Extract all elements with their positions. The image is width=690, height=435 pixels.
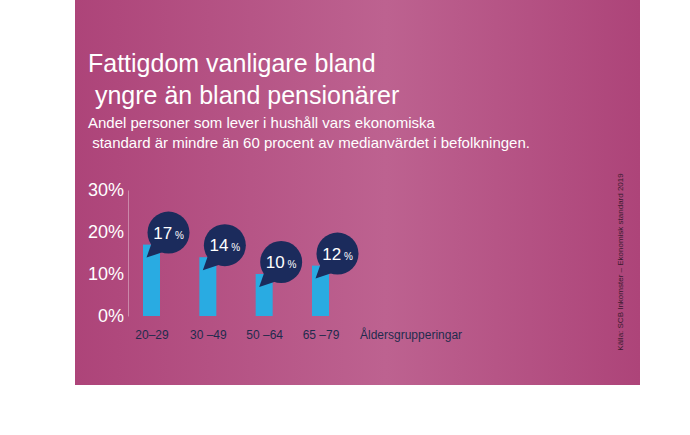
data-labels: 17 %14 %10 %12 %	[147, 212, 359, 287]
y-tick: 30%	[88, 180, 128, 200]
x-tick-label: 50 –64	[246, 328, 283, 342]
data-label: 10 %	[266, 253, 297, 272]
chart-title-line: yngre än bland pensionärer	[88, 81, 399, 109]
data-label: 12 %	[322, 245, 353, 264]
x-axis-title: Åldersgrupperingar	[360, 327, 462, 342]
x-axis: 20–29 30 –49 50 –64 65 –79	[135, 316, 339, 342]
y-tick: 0%	[98, 306, 128, 326]
data-label-number: 10	[266, 253, 285, 272]
y-tick-label: 30%	[88, 180, 124, 200]
bubble	[317, 233, 359, 275]
x-tick: 50 –64	[246, 316, 283, 342]
x-axis-line	[152, 316, 321, 317]
x-tick-label: 65 –79	[303, 328, 340, 342]
x-tick: 30 –49	[190, 316, 227, 342]
background-panel	[75, 0, 640, 385]
y-tick-label: 10%	[88, 264, 124, 284]
chart-subtitle: Andel personer som lever i hushåll vars …	[88, 114, 530, 151]
y-tick-label: 0%	[98, 306, 124, 326]
y-axis: 0% 10% 20% 30%	[88, 180, 129, 326]
bubble	[260, 241, 302, 283]
data-label-unit: %	[172, 230, 184, 241]
x-tick-label: 30 –49	[190, 328, 227, 342]
data-label-number: 12	[322, 245, 341, 264]
chart-subtitle-line: Andel personer som lever i hushåll vars …	[88, 114, 435, 131]
chart-canvas: Fattigdom vanligare bland yngre än bland…	[0, 0, 690, 435]
data-label-unit: %	[228, 242, 240, 253]
data-label-unit: %	[285, 259, 297, 270]
y-tick: 10%	[88, 264, 128, 284]
label-bubble: 10 %	[259, 241, 302, 287]
data-label-number: 17	[153, 224, 172, 243]
data-label: 14 %	[210, 236, 241, 255]
chart-title: Fattigdom vanligare bland yngre än bland…	[88, 49, 399, 109]
chart-title-line: Fattigdom vanligare bland	[88, 49, 376, 77]
label-bubble: 17 %	[147, 212, 190, 258]
data-label: 17 %	[153, 224, 184, 243]
data-label-unit: %	[341, 251, 353, 262]
source-note: Källa: SCB Inkomster – Ekonomisk standar…	[616, 173, 625, 351]
y-tick-label: 20%	[88, 222, 124, 242]
x-tick: 65 –79	[303, 316, 340, 342]
y-tick: 20%	[88, 222, 128, 242]
chart-subtitle-line: standard är mindre än 60 procent av medi…	[88, 134, 530, 151]
label-bubble: 14 %	[203, 224, 246, 270]
x-tick-label: 20–29	[135, 328, 169, 342]
x-tick: 20–29	[135, 316, 169, 342]
bubble	[148, 212, 190, 254]
bubble	[204, 224, 246, 266]
data-label-number: 14	[210, 236, 229, 255]
y-axis-line	[128, 191, 129, 317]
label-bubble: 12 %	[316, 233, 359, 279]
